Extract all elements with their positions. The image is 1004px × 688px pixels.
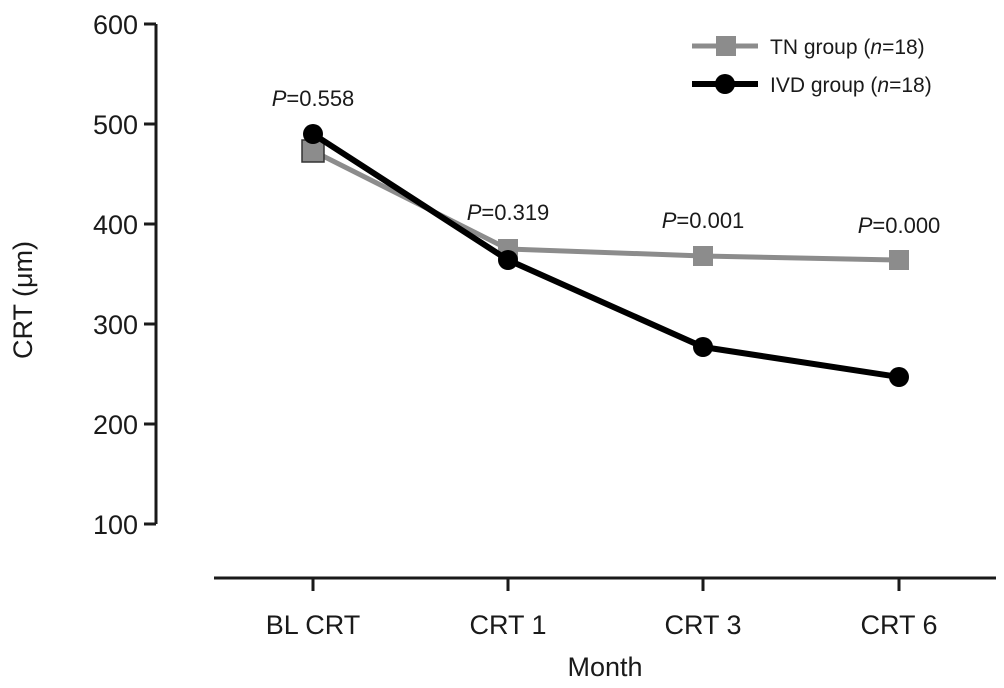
y-tick-label: 200	[93, 410, 138, 440]
series-1	[301, 139, 909, 270]
data-point	[498, 250, 518, 270]
x-tick-label: BL CRT	[266, 610, 361, 640]
series-line	[311, 148, 900, 263]
legend-label: IVD group (n=18)	[770, 74, 932, 97]
series-2	[303, 124, 909, 387]
data-point	[693, 246, 713, 266]
p-value-label: P=0.001	[662, 208, 745, 233]
y-tick-label: 100	[93, 510, 138, 540]
data-point	[303, 124, 323, 144]
p-value-label: P=0.558	[272, 86, 355, 111]
y-tick-label: 500	[93, 110, 138, 140]
y-tick-label: 300	[93, 310, 138, 340]
p-value-label: P=0.000	[858, 213, 941, 238]
legend-marker	[716, 36, 736, 56]
p-value-label: P=0.319	[467, 200, 550, 225]
data-point	[889, 250, 909, 270]
y-tick-label: 600	[93, 10, 138, 40]
x-axis: BL CRT CRT 1 CRT 3 CRT 6	[214, 576, 996, 640]
legend-item: IVD group (n=18)	[692, 74, 932, 97]
y-axis: 100 200 300 400 500 600	[93, 10, 158, 540]
series-layer	[301, 124, 909, 387]
series-line	[311, 131, 900, 380]
data-point	[693, 337, 713, 357]
p-value-annotations: P=0.558 P=0.319 P=0.001 P=0.000	[272, 86, 941, 238]
data-point	[889, 367, 909, 387]
legend-marker	[715, 74, 735, 94]
y-axis-title: CRT (μm)	[8, 241, 38, 359]
legend-item: TN group (n=18)	[692, 36, 925, 59]
x-tick-label: CRT 6	[860, 610, 937, 640]
x-tick-label: CRT 3	[664, 610, 741, 640]
x-axis-title: Month	[567, 652, 642, 682]
legend: TN group (n=18) IVD group (n=18)	[692, 36, 932, 97]
legend-label: TN group (n=18)	[770, 36, 925, 59]
x-tick-label: CRT 1	[469, 610, 546, 640]
y-tick-label: 400	[93, 210, 138, 240]
